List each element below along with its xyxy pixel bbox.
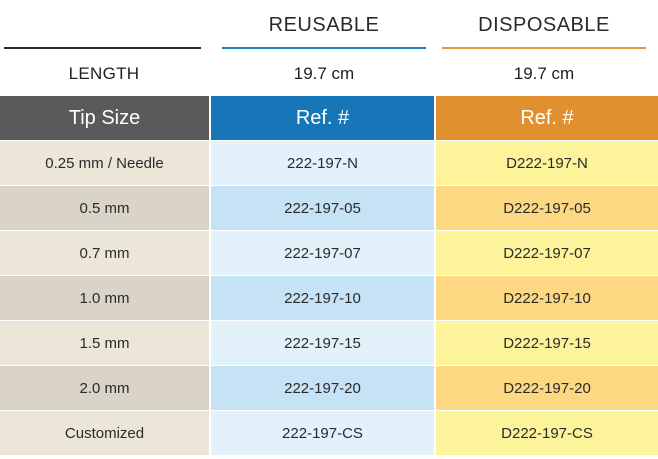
reusable-ref-cell: 222-197-10 [211,276,436,320]
table-row: 1.5 mm 222-197-15 D222-197-15 [0,321,658,366]
disposable-ref-cell: D222-197-20 [436,366,658,410]
reusable-ref-cell: 222-197-20 [211,366,436,410]
disposable-ref-cell: D222-197-N [436,141,658,185]
disposable-length-value: 19.7 cm [513,64,575,83]
tip-size-cell: 0.25 mm / Needle [0,141,211,185]
tip-size-cell: 0.7 mm [0,231,211,275]
reusable-length-value: 19.7 cm [293,64,355,83]
table-row: 1.0 mm 222-197-10 D222-197-10 [0,276,658,321]
tip-size-cell: 1.0 mm [0,276,211,320]
first-column-rule [4,47,201,49]
tip-size-cell: Customized [0,411,211,455]
table-row: Customized 222-197-CS D222-197-CS [0,411,658,456]
table-row: 0.25 mm / Needle 222-197-N D222-197-N [0,141,658,186]
header-disposable-ref: Ref. # [436,96,658,140]
disposable-column-title: DISPOSABLE [478,14,610,36]
column-titles: REUSABLE DISPOSABLE [0,0,658,52]
reusable-column-title: REUSABLE [268,14,380,36]
reusable-ref-cell: 222-197-N [211,141,436,185]
disposable-column-rule [442,47,646,49]
reusable-ref-cell: 222-197-CS [211,411,436,455]
header-reusable-ref: Ref. # [211,96,436,140]
disposable-ref-cell: D222-197-CS [436,411,658,455]
table-row: 0.7 mm 222-197-07 D222-197-07 [0,231,658,276]
header-tip-size: Tip Size [0,96,211,140]
table-header-row: Tip Size Ref. # Ref. # [0,96,658,141]
table-row: 2.0 mm 222-197-20 D222-197-20 [0,366,658,411]
tip-size-cell: 1.5 mm [0,321,211,365]
table-row: 0.5 mm 222-197-05 D222-197-05 [0,186,658,231]
disposable-ref-cell: D222-197-15 [436,321,658,365]
disposable-ref-cell: D222-197-10 [436,276,658,320]
reusable-column-rule [222,47,426,49]
disposable-ref-cell: D222-197-07 [436,231,658,275]
tip-size-cell: 2.0 mm [0,366,211,410]
tip-size-cell: 0.5 mm [0,186,211,230]
reusable-ref-cell: 222-197-15 [211,321,436,365]
reusable-ref-cell: 222-197-07 [211,231,436,275]
ref-table: Tip Size Ref. # Ref. # 0.25 mm / Needle … [0,96,658,456]
length-row: LENGTH 19.7 cm 19.7 cm [0,52,658,96]
disposable-ref-cell: D222-197-05 [436,186,658,230]
length-label: LENGTH [68,64,140,83]
reusable-ref-cell: 222-197-05 [211,186,436,230]
